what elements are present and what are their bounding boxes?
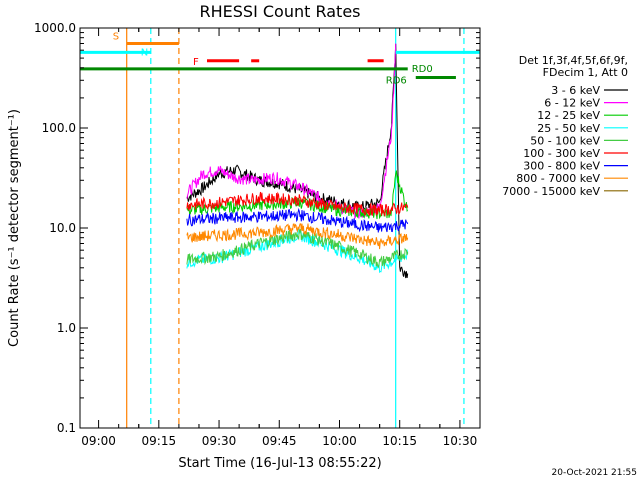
x-axis-label: Start Time (16-Jul-13 08:55:22) xyxy=(178,456,381,471)
y-axis-label: Count Rate (s⁻¹ detector segment⁻¹) xyxy=(7,109,22,347)
legend: Det 1f,3f,4f,5f,6f,9f,FDecim 1, Att 0 3 -… xyxy=(502,54,628,198)
y-tick-label: 100.0 xyxy=(42,121,76,135)
legend-entry-label: 3 - 6 keV xyxy=(551,84,600,97)
flag-label: RD0 xyxy=(412,64,433,75)
x-tick-label: 09:15 xyxy=(142,434,177,448)
flag-label: S xyxy=(113,31,119,42)
flag-label: F xyxy=(193,57,199,68)
chart-title: RHESSI Count Rates xyxy=(200,2,361,21)
y-tick-label: 10.0 xyxy=(49,221,76,235)
flag-label: N xyxy=(141,47,148,58)
y-tick-label: 1000.0 xyxy=(34,21,76,35)
flag-label: RD6 xyxy=(386,75,407,86)
legend-entry-label: 7000 - 15000 keV xyxy=(502,185,600,198)
series-lines xyxy=(186,43,409,279)
legend-header: Det 1f,3f,4f,5f,6f,9f, xyxy=(519,54,628,67)
legend-entry-label: 25 - 50 keV xyxy=(537,122,600,135)
x-axis-ticks: 09:00 09:15 09:30 09:45 10:00 10:15 10:30 xyxy=(81,28,477,448)
y-tick-label: 1.0 xyxy=(57,321,76,335)
legend-entry-label: 300 - 800 keV xyxy=(523,160,600,173)
series-line-7 xyxy=(186,223,409,250)
x-tick-label: 10:30 xyxy=(443,434,478,448)
flag-bars: S N F RD0 RD6 xyxy=(80,31,480,86)
x-tick-label: 09:00 xyxy=(81,434,116,448)
legend-header: FDecim 1, Att 0 xyxy=(543,66,628,79)
x-tick-label: 10:15 xyxy=(382,434,417,448)
x-tick-label: 09:45 xyxy=(262,434,297,448)
series-line-6 xyxy=(186,207,409,233)
y-tick-label: 0.1 xyxy=(57,421,76,435)
series-line-4 xyxy=(186,228,409,269)
legend-entry-label: 50 - 100 keV xyxy=(530,134,600,147)
series-line-5 xyxy=(186,191,409,217)
x-tick-label: 10:00 xyxy=(322,434,357,448)
vertical-marker-lines xyxy=(126,28,465,428)
legend-entry-label: 800 - 7000 keV xyxy=(516,172,600,185)
timestamp: 20-Oct-2021 21:55 xyxy=(552,468,637,478)
x-tick-label: 09:30 xyxy=(202,434,237,448)
y-axis-ticks: 0.1 1.0 10.0 100.0 1000.0 xyxy=(34,21,480,435)
legend-entry-label: 6 - 12 keV xyxy=(544,97,600,110)
legend-entry-label: 100 - 300 keV xyxy=(523,147,600,160)
legend-entry-label: 12 - 25 keV xyxy=(537,109,600,122)
